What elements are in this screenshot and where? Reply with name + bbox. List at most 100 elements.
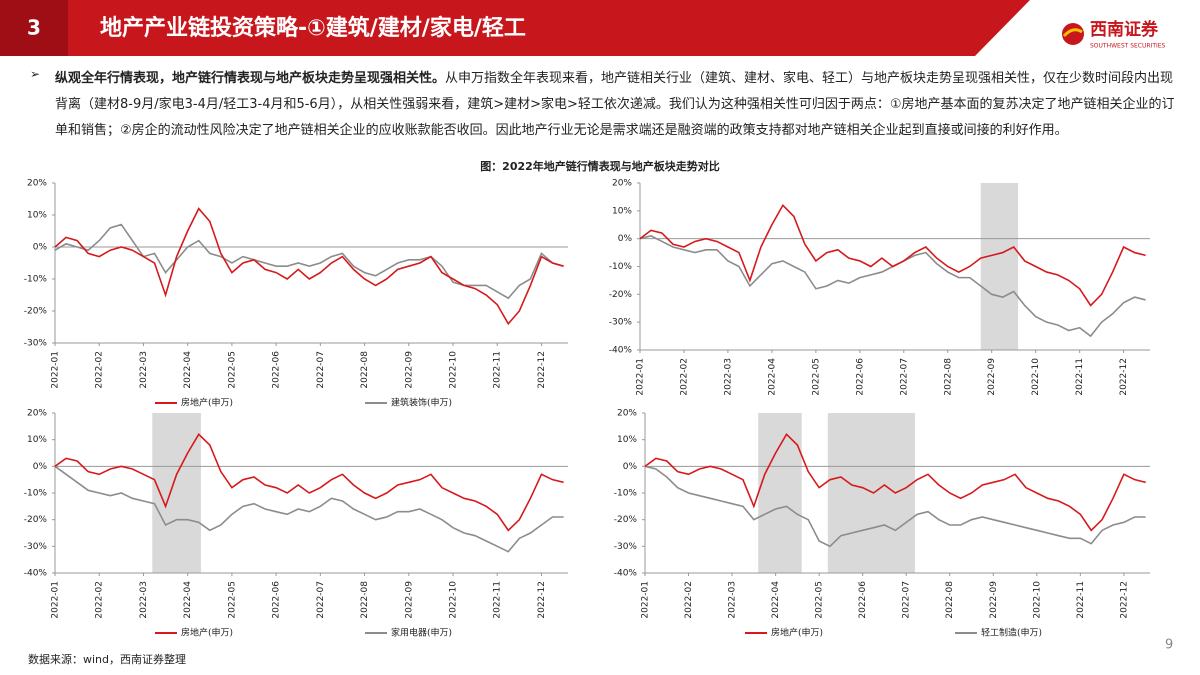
page-number: 9	[1165, 638, 1173, 653]
y-tick-label: -30%	[24, 542, 48, 552]
x-tick-label: 2022-09	[987, 358, 997, 396]
source: 数据来源：wind，西南证券整理	[28, 652, 186, 666]
section-number: 3	[27, 16, 41, 40]
x-tick-label: 2022-06	[858, 581, 868, 619]
y-tick-label: -10%	[609, 262, 633, 272]
series-line	[639, 235, 1146, 338]
y-tick-label: -20%	[24, 307, 48, 317]
x-tick-label: 2022-03	[723, 358, 733, 396]
shaded-region	[827, 413, 915, 573]
x-tick-label: 2022-09	[404, 351, 414, 389]
y-tick-label: -20%	[609, 290, 633, 300]
x-tick-label: 2022-05	[227, 581, 237, 619]
x-tick-label: 2022-08	[943, 358, 953, 396]
x-tick-label: 2022-05	[815, 581, 825, 619]
series-line	[54, 465, 564, 553]
y-tick-label: 20%	[27, 179, 47, 189]
series-line	[644, 433, 1146, 532]
x-tick-label: 2022-04	[183, 351, 193, 389]
x-tick-label: 2022-01	[51, 351, 61, 389]
x-tick-label: 2022-08	[945, 581, 955, 619]
x-tick-label: 2022-06	[272, 351, 282, 389]
legend-label: 建筑装饰(申万)	[391, 397, 452, 409]
y-tick-label: 10%	[617, 435, 637, 445]
x-tick-label: 2022-12	[1119, 358, 1129, 396]
y-tick-label: 0%	[618, 234, 633, 244]
x-tick-label: 2022-12	[537, 581, 547, 619]
x-tick-label: 2022-02	[679, 358, 689, 396]
x-tick-label: 2022-07	[902, 581, 912, 619]
x-tick-label: 2022-10	[449, 351, 459, 389]
legend-label: 房地产(申万)	[181, 627, 233, 639]
series-line	[644, 465, 1146, 548]
paragraph: 纵观全年行情表现，地产链行情表现与地产板块走势呈现强相关性。从申万指数全年表现来…	[55, 66, 1185, 144]
x-tick-label: 2022-03	[139, 351, 149, 389]
x-tick-label: 2022-08	[360, 351, 370, 389]
x-tick-label: 2022-04	[183, 581, 193, 619]
legend-label: 轻工制造(申万)	[981, 627, 1042, 639]
y-tick-label: 20%	[612, 179, 632, 189]
x-tick-label: 2022-11	[1076, 581, 1086, 619]
y-tick-label: 10%	[27, 435, 47, 445]
x-tick-label: 2022-11	[493, 351, 503, 389]
x-tick-label: 2022-03	[728, 581, 738, 619]
y-tick-label: -10%	[24, 489, 48, 499]
series-line	[54, 223, 564, 300]
figure-title: 图：2022年地产链行情表现与地产板块走势对比	[480, 159, 720, 173]
x-tick-label: 2022-02	[684, 581, 694, 619]
x-tick-label: 2022-05	[811, 358, 821, 396]
logo-subtext: SOUTHWEST SECURITIES	[1090, 43, 1166, 50]
x-tick-label: 2022-04	[771, 581, 781, 619]
y-tick-label: -40%	[609, 346, 633, 356]
shaded-region	[758, 413, 802, 573]
x-tick-label: 2022-06	[272, 581, 282, 619]
x-tick-label: 2022-06	[855, 358, 865, 396]
x-tick-label: 2022-12	[537, 351, 547, 389]
y-tick-label: -10%	[614, 489, 638, 499]
x-tick-label: 2022-02	[95, 351, 105, 389]
x-tick-label: 2022-11	[493, 581, 503, 619]
y-tick-label: -40%	[24, 569, 48, 579]
paragraph-lead: 纵观全年行情表现，地产链行情表现与地产板块走势呈现强相关性。	[55, 71, 446, 86]
shaded-region	[980, 183, 1019, 350]
x-tick-label: 2022-12	[1119, 581, 1129, 619]
x-tick-label: 2022-09	[989, 581, 999, 619]
logo-swoosh	[1062, 28, 1083, 38]
header-bar	[0, 0, 1030, 56]
legend-label: 家用电器(申万)	[391, 627, 452, 639]
y-tick-label: 0%	[33, 462, 48, 472]
x-tick-label: 2022-05	[227, 351, 237, 389]
x-tick-label: 2022-07	[316, 351, 326, 389]
logo-icon	[1062, 23, 1084, 45]
paragraph-body: 从申万指数全年表现来看，地产链相关行业（建筑、建材、家电、轻工）与地产板块走势呈…	[55, 71, 1175, 138]
logo-text: 西南证券	[1090, 19, 1159, 40]
section-box	[0, 0, 68, 56]
x-tick-label: 2022-08	[360, 581, 370, 619]
x-tick-label: 2022-01	[636, 358, 646, 396]
x-tick-label: 2022-10	[1032, 581, 1042, 619]
y-tick-label: 0%	[33, 243, 48, 253]
series-line	[54, 433, 564, 532]
y-tick-label: 20%	[617, 409, 637, 419]
y-tick-label: -30%	[614, 542, 638, 552]
legend-label: 房地产(申万)	[771, 627, 823, 639]
x-tick-label: 2022-01	[641, 581, 651, 619]
bullet: ➢	[30, 67, 41, 81]
y-tick-label: 20%	[27, 409, 47, 419]
y-tick-label: -40%	[614, 569, 638, 579]
x-tick-label: 2022-10	[449, 581, 459, 619]
x-tick-label: 2022-01	[51, 581, 61, 619]
series-line	[639, 203, 1146, 307]
header-title: 地产产业链投资策略-①建筑/建材/家电/轻工	[100, 15, 526, 41]
x-tick-label: 2022-02	[95, 581, 105, 619]
x-tick-label: 2022-04	[767, 358, 777, 396]
legend-label: 房地产(申万)	[181, 397, 233, 409]
x-tick-label: 2022-10	[1031, 358, 1041, 396]
y-tick-label: -20%	[24, 515, 48, 525]
x-tick-label: 2022-09	[404, 581, 414, 619]
y-tick-label: -30%	[24, 339, 48, 349]
x-tick-label: 2022-03	[139, 581, 149, 619]
x-tick-label: 2022-11	[1075, 358, 1085, 396]
y-tick-label: -30%	[609, 318, 633, 328]
